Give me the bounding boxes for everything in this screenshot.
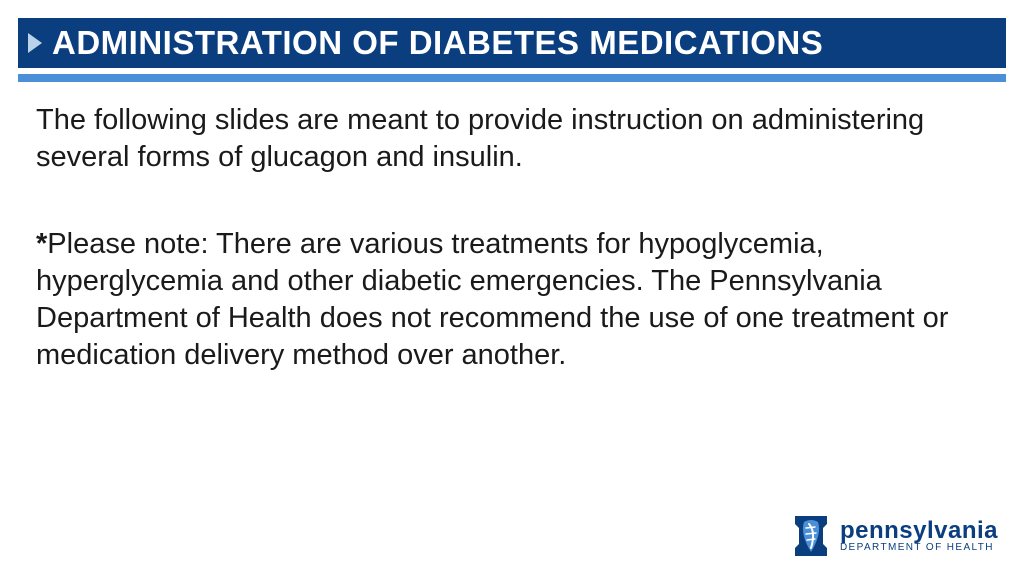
slide: ADMINISTRATION OF DIABETES MEDICATIONS T… — [0, 0, 1024, 576]
footer-logo: pennsylvania DEPARTMENT OF HEALTH — [792, 514, 998, 558]
title-underline — [18, 74, 1006, 82]
body-paragraph-2-text: Please note: There are various treatment… — [36, 228, 948, 371]
chevron-right-icon — [28, 33, 42, 53]
slide-title-bar: ADMINISTRATION OF DIABETES MEDICATIONS — [18, 18, 1006, 68]
body-paragraph-1-text: The following slides are meant to provid… — [36, 104, 924, 173]
logo-line2: DEPARTMENT OF HEALTH — [840, 543, 998, 553]
body-paragraph-2: *Please note: There are various treatmen… — [36, 226, 988, 374]
slide-title: ADMINISTRATION OF DIABETES MEDICATIONS — [52, 24, 823, 61]
logo-text: pennsylvania DEPARTMENT OF HEALTH — [840, 519, 998, 553]
note-asterisk: * — [36, 228, 47, 260]
body-paragraph-1: The following slides are meant to provid… — [36, 102, 988, 176]
keystone-shield-icon — [792, 514, 830, 558]
logo-line1: pennsylvania — [840, 519, 998, 543]
title-bar-wrap: ADMINISTRATION OF DIABETES MEDICATIONS — [18, 18, 1006, 82]
